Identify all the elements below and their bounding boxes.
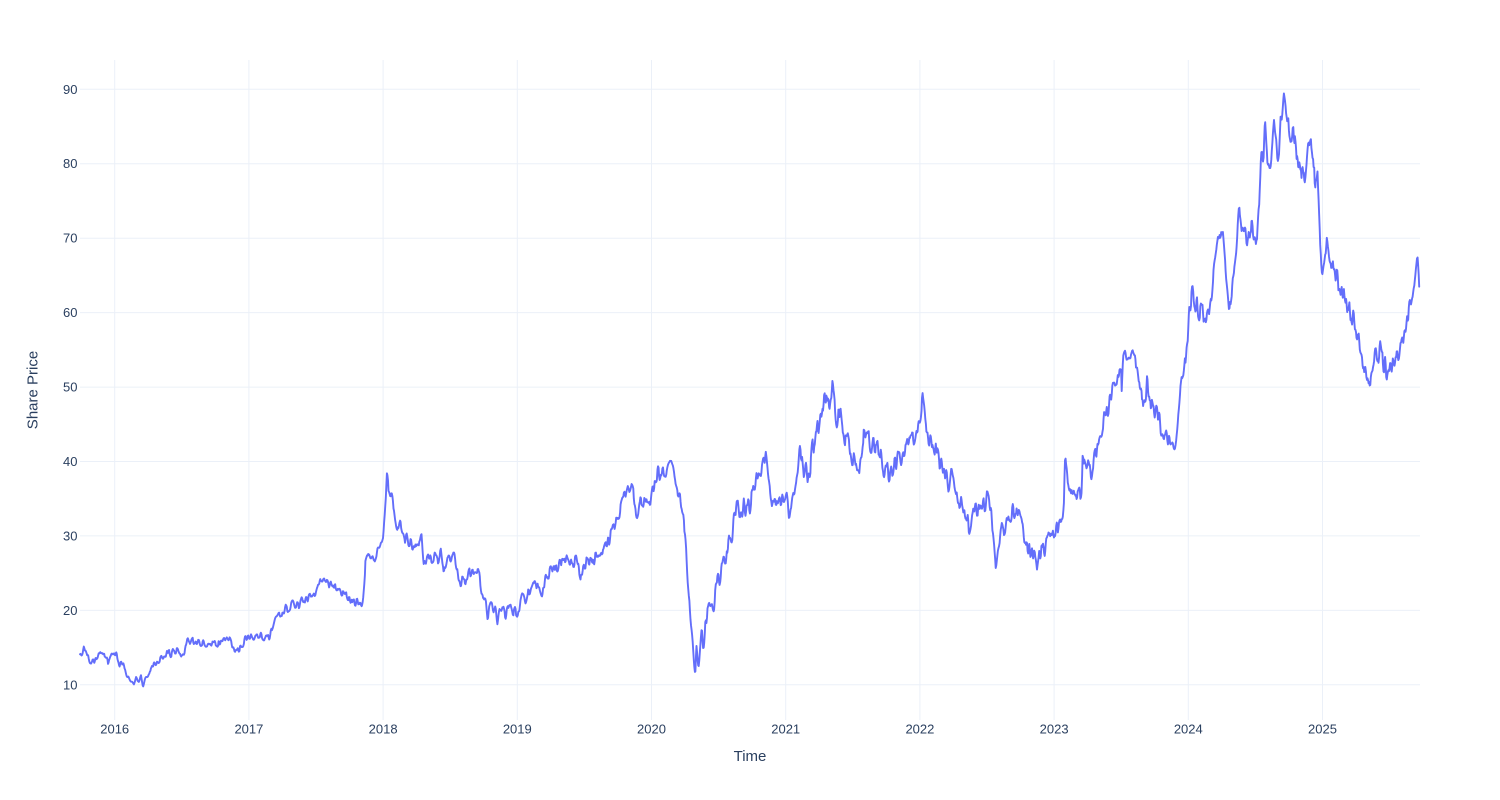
- svg-text:10: 10: [63, 677, 77, 692]
- svg-text:50: 50: [63, 380, 77, 395]
- svg-text:2017: 2017: [234, 722, 263, 737]
- svg-text:40: 40: [63, 454, 77, 469]
- svg-text:80: 80: [63, 156, 77, 171]
- svg-text:2022: 2022: [905, 722, 934, 737]
- svg-text:2024: 2024: [1174, 722, 1203, 737]
- svg-text:2018: 2018: [369, 722, 398, 737]
- svg-text:30: 30: [63, 528, 77, 543]
- svg-text:2021: 2021: [771, 722, 800, 737]
- svg-text:90: 90: [63, 82, 77, 97]
- svg-text:2023: 2023: [1040, 722, 1069, 737]
- svg-text:60: 60: [63, 305, 77, 320]
- svg-text:Time: Time: [734, 748, 767, 765]
- svg-text:2020: 2020: [637, 722, 666, 737]
- svg-text:2019: 2019: [503, 722, 532, 737]
- svg-text:2016: 2016: [100, 722, 129, 737]
- svg-text:2025: 2025: [1308, 722, 1337, 737]
- svg-text:20: 20: [63, 603, 77, 618]
- svg-text:Share Price: Share Price: [25, 351, 42, 429]
- svg-text:70: 70: [63, 231, 77, 246]
